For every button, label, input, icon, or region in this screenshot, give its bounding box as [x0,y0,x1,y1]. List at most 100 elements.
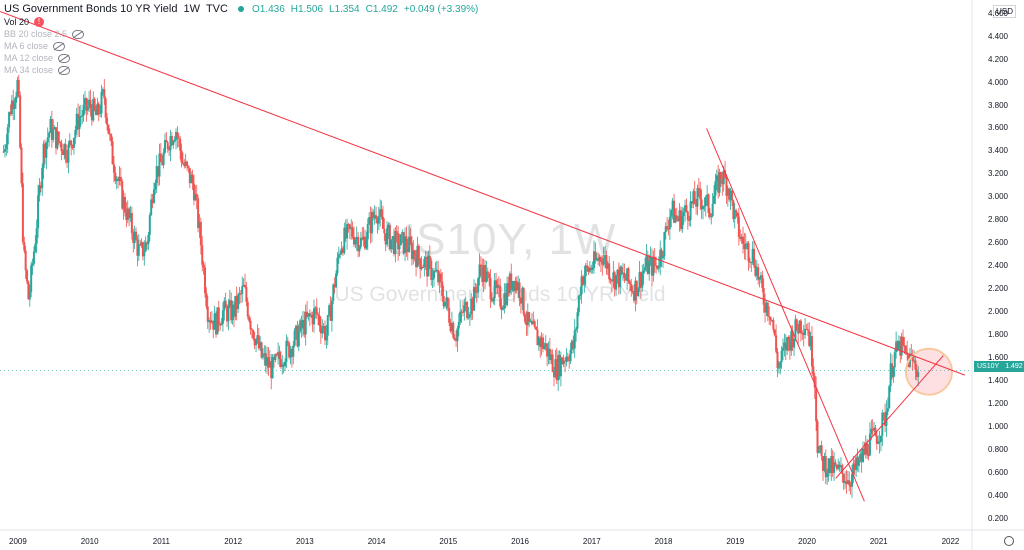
candle-body [768,316,771,318]
candle-body [408,236,411,252]
candle-body [656,265,659,269]
candle-body [707,194,710,214]
candle-body [268,361,271,368]
candle-body [357,236,360,252]
candle-body [130,213,133,234]
change-value: +0.049 (+3.39%) [403,3,479,15]
candle-body [392,236,395,255]
indicator-vol[interactable]: Vol 20 ! [4,17,45,27]
candle-body [474,287,477,292]
candle-body [197,198,200,228]
time-tick-label: 2012 [224,537,243,546]
candle-body [758,277,761,280]
settings-gear-icon[interactable] [1004,536,1014,546]
hidden-eye-icon[interactable] [72,29,85,39]
candle-body [28,292,31,300]
candle-body [50,118,53,140]
currency-label[interactable]: USD [993,5,1016,18]
candle-body [783,342,786,348]
candle-body [610,280,613,282]
high-value: H1.506 [290,3,324,15]
hidden-eye-icon[interactable] [58,53,71,63]
candle-body [615,275,618,290]
indicator-ma34[interactable]: MA 34 close [4,65,71,75]
candle-body [684,205,687,212]
candle-body [740,236,743,240]
price-label-value: 1.492 [1005,363,1023,370]
candle-body [388,225,391,250]
candle-body [402,232,405,254]
candle-body [572,340,575,349]
candle-body [711,203,714,217]
candle-body [817,450,820,453]
candle-body [581,276,584,285]
candle-body [3,149,6,152]
candle-body [376,219,379,224]
indicator-ma6[interactable]: MA 6 close [4,41,66,51]
price-tick-label: 4.200 [987,54,1009,64]
candle-body [450,322,453,332]
candle-body [6,127,9,145]
candle-body [104,98,107,118]
candle-body [72,137,75,148]
candle-body [742,236,745,244]
candle-body [166,142,169,150]
candle-body [279,359,282,367]
candle-body [729,190,732,200]
indicator-ma12[interactable]: MA 12 close [4,53,71,63]
candle-body [540,337,543,347]
candle-body [674,215,677,223]
candle-body [23,242,26,251]
candle-body [776,351,779,368]
candle-body [75,113,78,131]
candle-body [543,345,546,349]
candle-body [772,319,775,330]
symbol-title[interactable]: US Government Bonds 10 YR Yield [4,3,178,15]
price-tick-label: 3.600 [987,123,1009,133]
candle-body [275,354,278,356]
candle-body [318,315,321,326]
candle-body [573,330,576,349]
source-label: TVC [205,3,228,15]
candle-body [743,243,746,250]
candle-body [175,132,178,141]
candle-body [209,320,212,323]
candle-body [256,335,259,340]
hidden-eye-icon[interactable] [53,41,66,51]
candle-body [188,168,191,184]
candle-body [57,131,60,142]
candle-body [530,320,533,325]
candle-body [391,236,394,240]
candle-body [597,258,600,261]
candle-body [877,441,880,444]
candle-body [539,337,542,347]
candle-body [46,137,49,143]
price-label-ticker: US10Y [977,363,1000,370]
candle-body [343,227,346,253]
candle-body [594,251,597,261]
open-value: O1.436 [251,3,285,15]
candle-body [152,189,155,203]
candle-body [285,340,288,362]
candle-body [562,360,565,365]
candle-body [219,324,222,326]
candle-body [732,200,735,220]
candle-body [753,248,756,266]
candle-body [896,341,899,350]
candle-body [526,312,529,326]
candle-body [799,320,802,333]
candle-body [835,464,838,469]
candle-body [630,284,633,291]
candle-body [871,428,874,431]
candle-body [202,264,205,268]
warning-icon[interactable]: ! [34,17,45,27]
candle-body [453,337,456,341]
time-tick-label: 2017 [582,537,601,546]
candle-body [902,336,905,346]
candle-body [917,371,920,378]
hidden-eye-icon[interactable] [58,65,71,75]
indicator-bb[interactable]: BB 20 close 2.5 [4,29,85,39]
candle-body [186,161,189,166]
